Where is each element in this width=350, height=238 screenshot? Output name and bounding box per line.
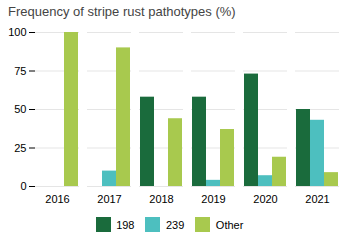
html-text:Other: Other bbox=[215, 218, 244, 231]
html-text:239: 239 bbox=[166, 218, 185, 231]
svg-text:25: 25 bbox=[14, 142, 26, 154]
svg-text:2017: 2017 bbox=[97, 193, 121, 205]
svg-text:2020: 2020 bbox=[253, 193, 277, 205]
svg-text:75: 75 bbox=[14, 65, 26, 77]
svg-text:2021: 2021 bbox=[305, 193, 329, 205]
svg-text:50: 50 bbox=[14, 103, 26, 115]
html-text:198: 198 bbox=[116, 218, 135, 231]
svg-text:0: 0 bbox=[20, 180, 26, 192]
svg-text:2018: 2018 bbox=[149, 193, 173, 205]
svg-text:2019: 2019 bbox=[201, 193, 225, 205]
html-text:Frequency of stripe rust patho: Frequency of stripe rust pathotypes (%) bbox=[8, 4, 236, 19]
svg-text:2016: 2016 bbox=[45, 193, 69, 205]
svg-text:100: 100 bbox=[8, 26, 26, 38]
